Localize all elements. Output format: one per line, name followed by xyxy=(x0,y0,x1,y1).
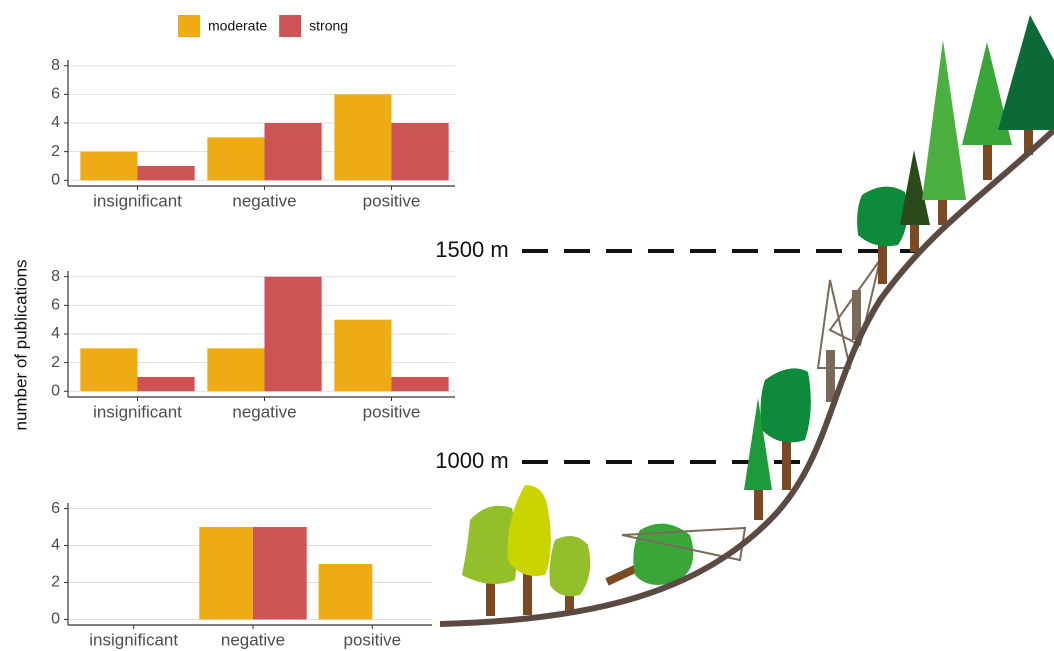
tree xyxy=(760,368,811,443)
elevation-label: 1500 m xyxy=(435,237,508,262)
y-tick-label: 4 xyxy=(51,325,60,342)
bar xyxy=(80,151,138,181)
y-axis-label: number of publications xyxy=(11,259,30,430)
y-tick-label: 8 xyxy=(51,57,60,74)
tree xyxy=(462,505,517,584)
tree xyxy=(998,15,1054,130)
tree xyxy=(633,523,694,585)
y-tick-label: 2 xyxy=(51,354,60,371)
y-tick-label: 8 xyxy=(51,268,60,285)
charts: number of publications xyxy=(11,259,30,430)
x-tick-label: positive xyxy=(344,630,402,649)
dead-tree xyxy=(816,279,852,369)
bar xyxy=(334,319,392,392)
trunk xyxy=(1024,125,1033,155)
legend-label: moderate xyxy=(208,18,267,34)
tree xyxy=(507,485,551,576)
trunk xyxy=(878,240,887,284)
tree xyxy=(922,40,966,200)
bar xyxy=(80,348,138,392)
x-tick-label: negative xyxy=(232,402,296,421)
x-tick-label: insignificant xyxy=(89,630,178,649)
y-tick-label: 2 xyxy=(51,143,60,160)
bar xyxy=(391,123,449,181)
bar xyxy=(207,348,265,392)
trunk xyxy=(983,140,992,180)
y-tick-label: 2 xyxy=(51,574,60,591)
dead-trunk xyxy=(852,290,861,340)
trunk xyxy=(523,560,532,615)
y-tick-label: 0 xyxy=(51,382,60,399)
x-tick-label: insignificant xyxy=(93,402,182,421)
trunk xyxy=(782,440,791,490)
y-tick-label: 0 xyxy=(51,171,60,188)
bar xyxy=(137,376,195,392)
bar xyxy=(318,564,373,620)
bar xyxy=(334,94,392,181)
y-tick-label: 0 xyxy=(51,611,60,628)
y-tick-label: 4 xyxy=(51,114,60,131)
trunk xyxy=(486,570,495,616)
dead-tree xyxy=(828,259,881,347)
bar xyxy=(207,137,265,181)
x-tick-label: negative xyxy=(232,191,296,210)
tree xyxy=(744,398,772,490)
y-tick-label: 4 xyxy=(51,537,60,554)
bar xyxy=(264,123,322,181)
x-tick-label: positive xyxy=(363,402,421,421)
bar xyxy=(199,527,253,620)
legend-swatch xyxy=(279,15,302,37)
y-tick-label: 6 xyxy=(51,500,60,517)
bar xyxy=(253,527,307,620)
bar xyxy=(391,376,449,392)
legend-swatch xyxy=(178,15,200,37)
y-tick-label: 6 xyxy=(51,297,60,314)
x-tick-label: positive xyxy=(363,191,421,210)
trunk xyxy=(754,485,763,520)
elevation-label: 1000 m xyxy=(435,448,508,473)
y-tick-label: 6 xyxy=(51,86,60,103)
trunk xyxy=(938,195,947,225)
legend-label: strong xyxy=(309,18,348,34)
x-tick-label: negative xyxy=(221,630,285,649)
tree xyxy=(857,186,908,247)
dead-trunk xyxy=(826,350,835,402)
trunk xyxy=(910,220,919,252)
x-tick-label: insignificant xyxy=(93,191,182,210)
tree xyxy=(962,42,1012,145)
bar xyxy=(137,165,195,181)
tree xyxy=(900,150,930,225)
slope-illustration: 1500 m 1000 m xyxy=(435,15,1054,627)
bar xyxy=(264,276,322,392)
slope xyxy=(439,127,1054,627)
tree xyxy=(549,536,591,597)
